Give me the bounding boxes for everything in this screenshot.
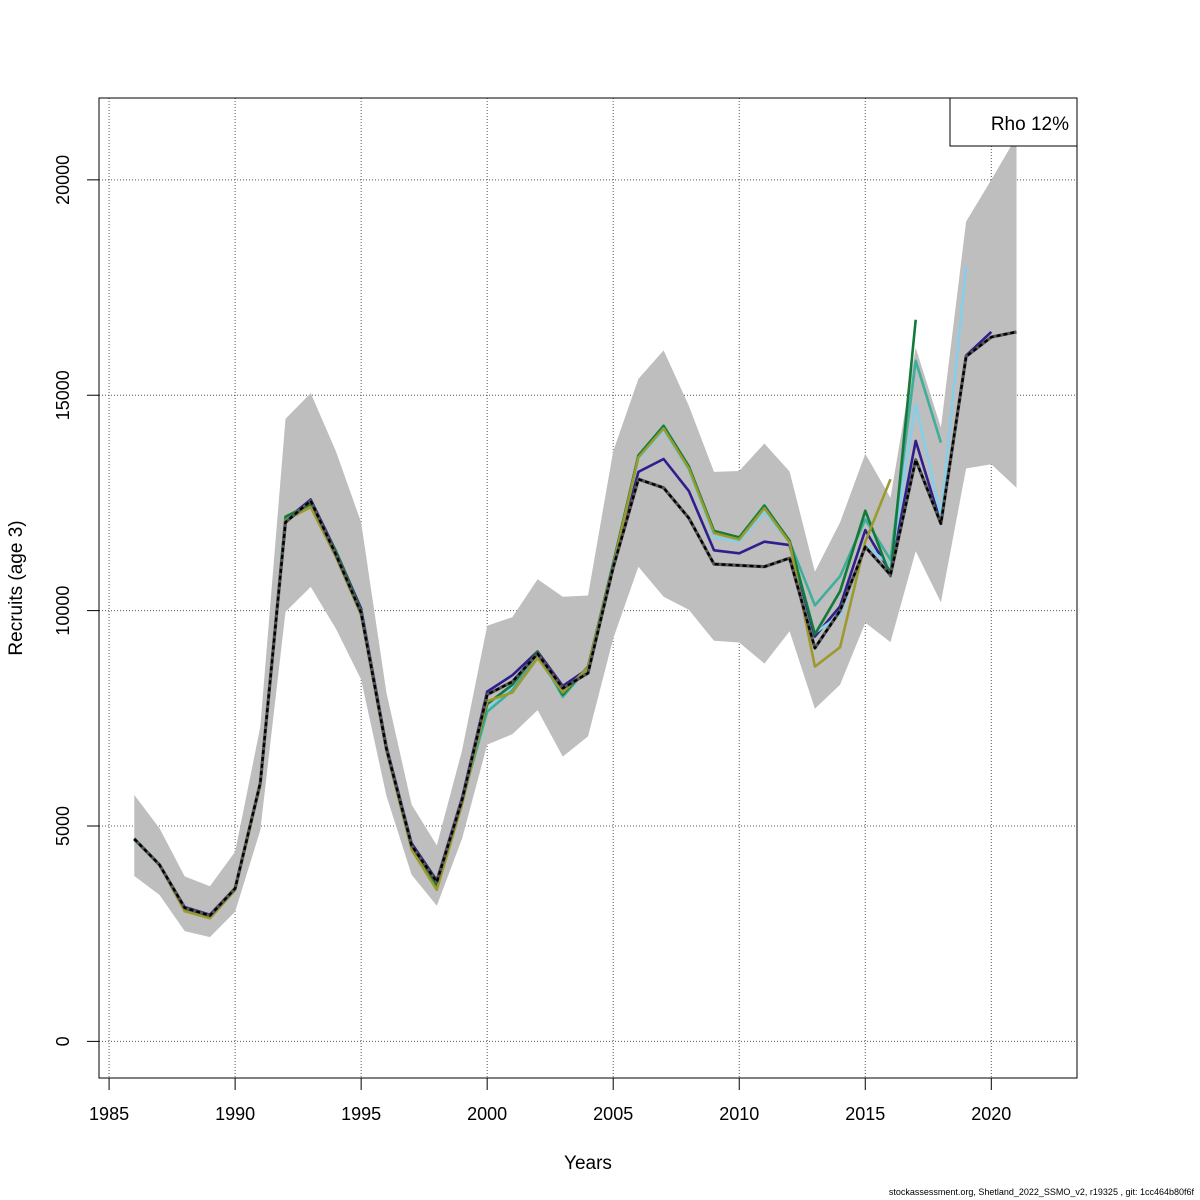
legend-text: Rho 12% (991, 114, 1069, 135)
x-tick-label: 2000 (467, 1104, 507, 1124)
x-tick-label: 2015 (845, 1104, 885, 1124)
y-axis-title: Recruits (age 3) (6, 520, 27, 655)
y-tick-label: 0 (53, 1036, 73, 1046)
x-tick-label: 1995 (341, 1104, 381, 1124)
legend: Rho 12% (949, 97, 1078, 147)
x-tick-label: 2005 (593, 1104, 633, 1124)
y-axis: 0 5000 10000 15000 20000 (53, 155, 99, 1046)
plot-frame (98, 97, 1078, 1079)
y-tick-label: 5000 (53, 806, 73, 846)
y-tick-label: 20000 (53, 155, 73, 205)
series-layer (133, 265, 1017, 920)
y-tick-label: 10000 (53, 586, 73, 636)
x-tick-label: 2010 (719, 1104, 759, 1124)
footer-credit: stockassessment.org, Shetland_2022_SSMO_… (888, 1187, 1194, 1197)
confidence-band (134, 136, 1017, 938)
x-tick-label: 2020 (971, 1104, 1011, 1124)
y-tick-label: 15000 (53, 370, 73, 420)
x-tick-label: 1985 (89, 1104, 129, 1124)
grid (99, 98, 1077, 1078)
confidence-band-layer (134, 136, 1017, 938)
x-axis: 1985 1990 1995 2000 2005 2010 2015 2020 (89, 1077, 1011, 1124)
series-line-final (133, 330, 1017, 917)
legend-box (949, 97, 1078, 147)
x-tick-label: 1990 (215, 1104, 255, 1124)
x-axis-title: Years (564, 1153, 612, 1174)
